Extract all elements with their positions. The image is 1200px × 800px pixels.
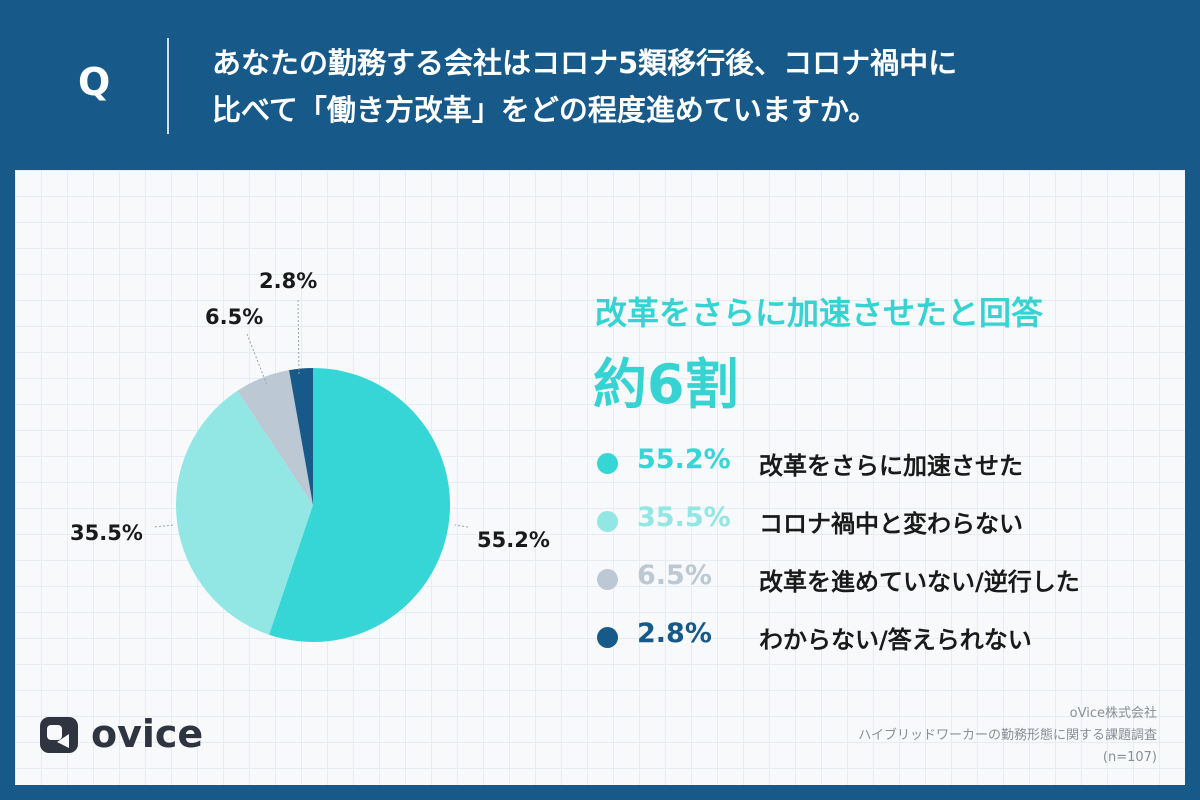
legend: 55.2% 改革をさらに加速させた 35.5% コロナ禍中と変わらない 6.5% 改革を進… [597, 438, 1157, 670]
pie-slice-2 [176, 390, 313, 635]
legend-item-3: 6.5% 改革を進めていない/逆行した [597, 554, 1157, 612]
legend-item-2: 35.5% コロナ禍中と変わらない [597, 496, 1157, 554]
headline-big-text: 約6割 [593, 353, 739, 416]
ovice-logo-text: ovice [91, 712, 204, 756]
legend-dot [597, 453, 618, 474]
legend-label: 改革を進めていない/逆行した [759, 568, 1080, 596]
legend-percent: 6.5% [637, 560, 712, 591]
question-line-1: あなたの勤務する会社はコロナ5類移行後、コロナ禍中に [212, 46, 958, 80]
q-divider [167, 38, 169, 134]
headline-text: 改革をさらに加速させたと回答 [595, 294, 1044, 332]
legend-percent: 2.8% [637, 618, 712, 649]
slice-label-3: 6.5% [205, 305, 263, 329]
legend-label: コロナ禍中と変わらない [759, 510, 1023, 538]
source-company: oVice株式会社 [1069, 706, 1157, 721]
legend-item-1: 55.2% 改革をさらに加速させた [597, 438, 1157, 496]
header: Q あなたの勤務する会社はコロナ5類移行後、コロナ禍中に 比べて「働き方改革」を… [0, 0, 1200, 170]
legend-percent: 55.2% [637, 444, 731, 475]
pie-chart: 55.2% 35.5% 6.5% 2.8% [70, 269, 550, 642]
slice-label-1: 55.2% [477, 528, 550, 552]
legend-label: 改革をさらに加速させた [759, 452, 1023, 480]
source-note: oVice株式会社 ハイブリッドワーカーの勤務形態に関する課題調査 (n=107… [858, 703, 1157, 769]
slice-label-2: 35.5% [70, 521, 143, 545]
pie-slice-1 [269, 368, 451, 642]
source-survey: ハイブリッドワーカーの勤務形態に関する課題調査 [858, 728, 1157, 743]
leader-line-1 [454, 524, 469, 528]
ovice-logo-icon [40, 717, 78, 753]
legend-label: わからない/答えられない [759, 626, 1032, 654]
pie-slice-4 [289, 368, 313, 505]
legend-percent: 35.5% [637, 502, 731, 533]
leader-line-2 [154, 524, 174, 528]
leader-line-4 [297, 299, 300, 376]
legend-dot [597, 511, 618, 532]
q-mark: Q [78, 60, 111, 104]
chart-panel: 55.2% 35.5% 6.5% 2.8% 改革をさらに加速させたと回答 約6割 55… [15, 170, 1185, 785]
legend-dot [597, 627, 618, 648]
question-text: あなたの勤務する会社はコロナ5類移行後、コロナ禍中に 比べて「働き方改革」をどの… [212, 40, 1172, 134]
pie-slice-3 [237, 370, 313, 505]
legend-item-4: 2.8% わからない/答えられない [597, 612, 1157, 670]
legend-dot [597, 569, 618, 590]
question-line-2: 比べて「働き方改革」をどの程度進めていますか。 [212, 93, 878, 127]
slice-label-4: 2.8% [259, 269, 317, 293]
leader-line-3 [246, 333, 268, 386]
source-sample: (n=107) [1102, 750, 1157, 765]
